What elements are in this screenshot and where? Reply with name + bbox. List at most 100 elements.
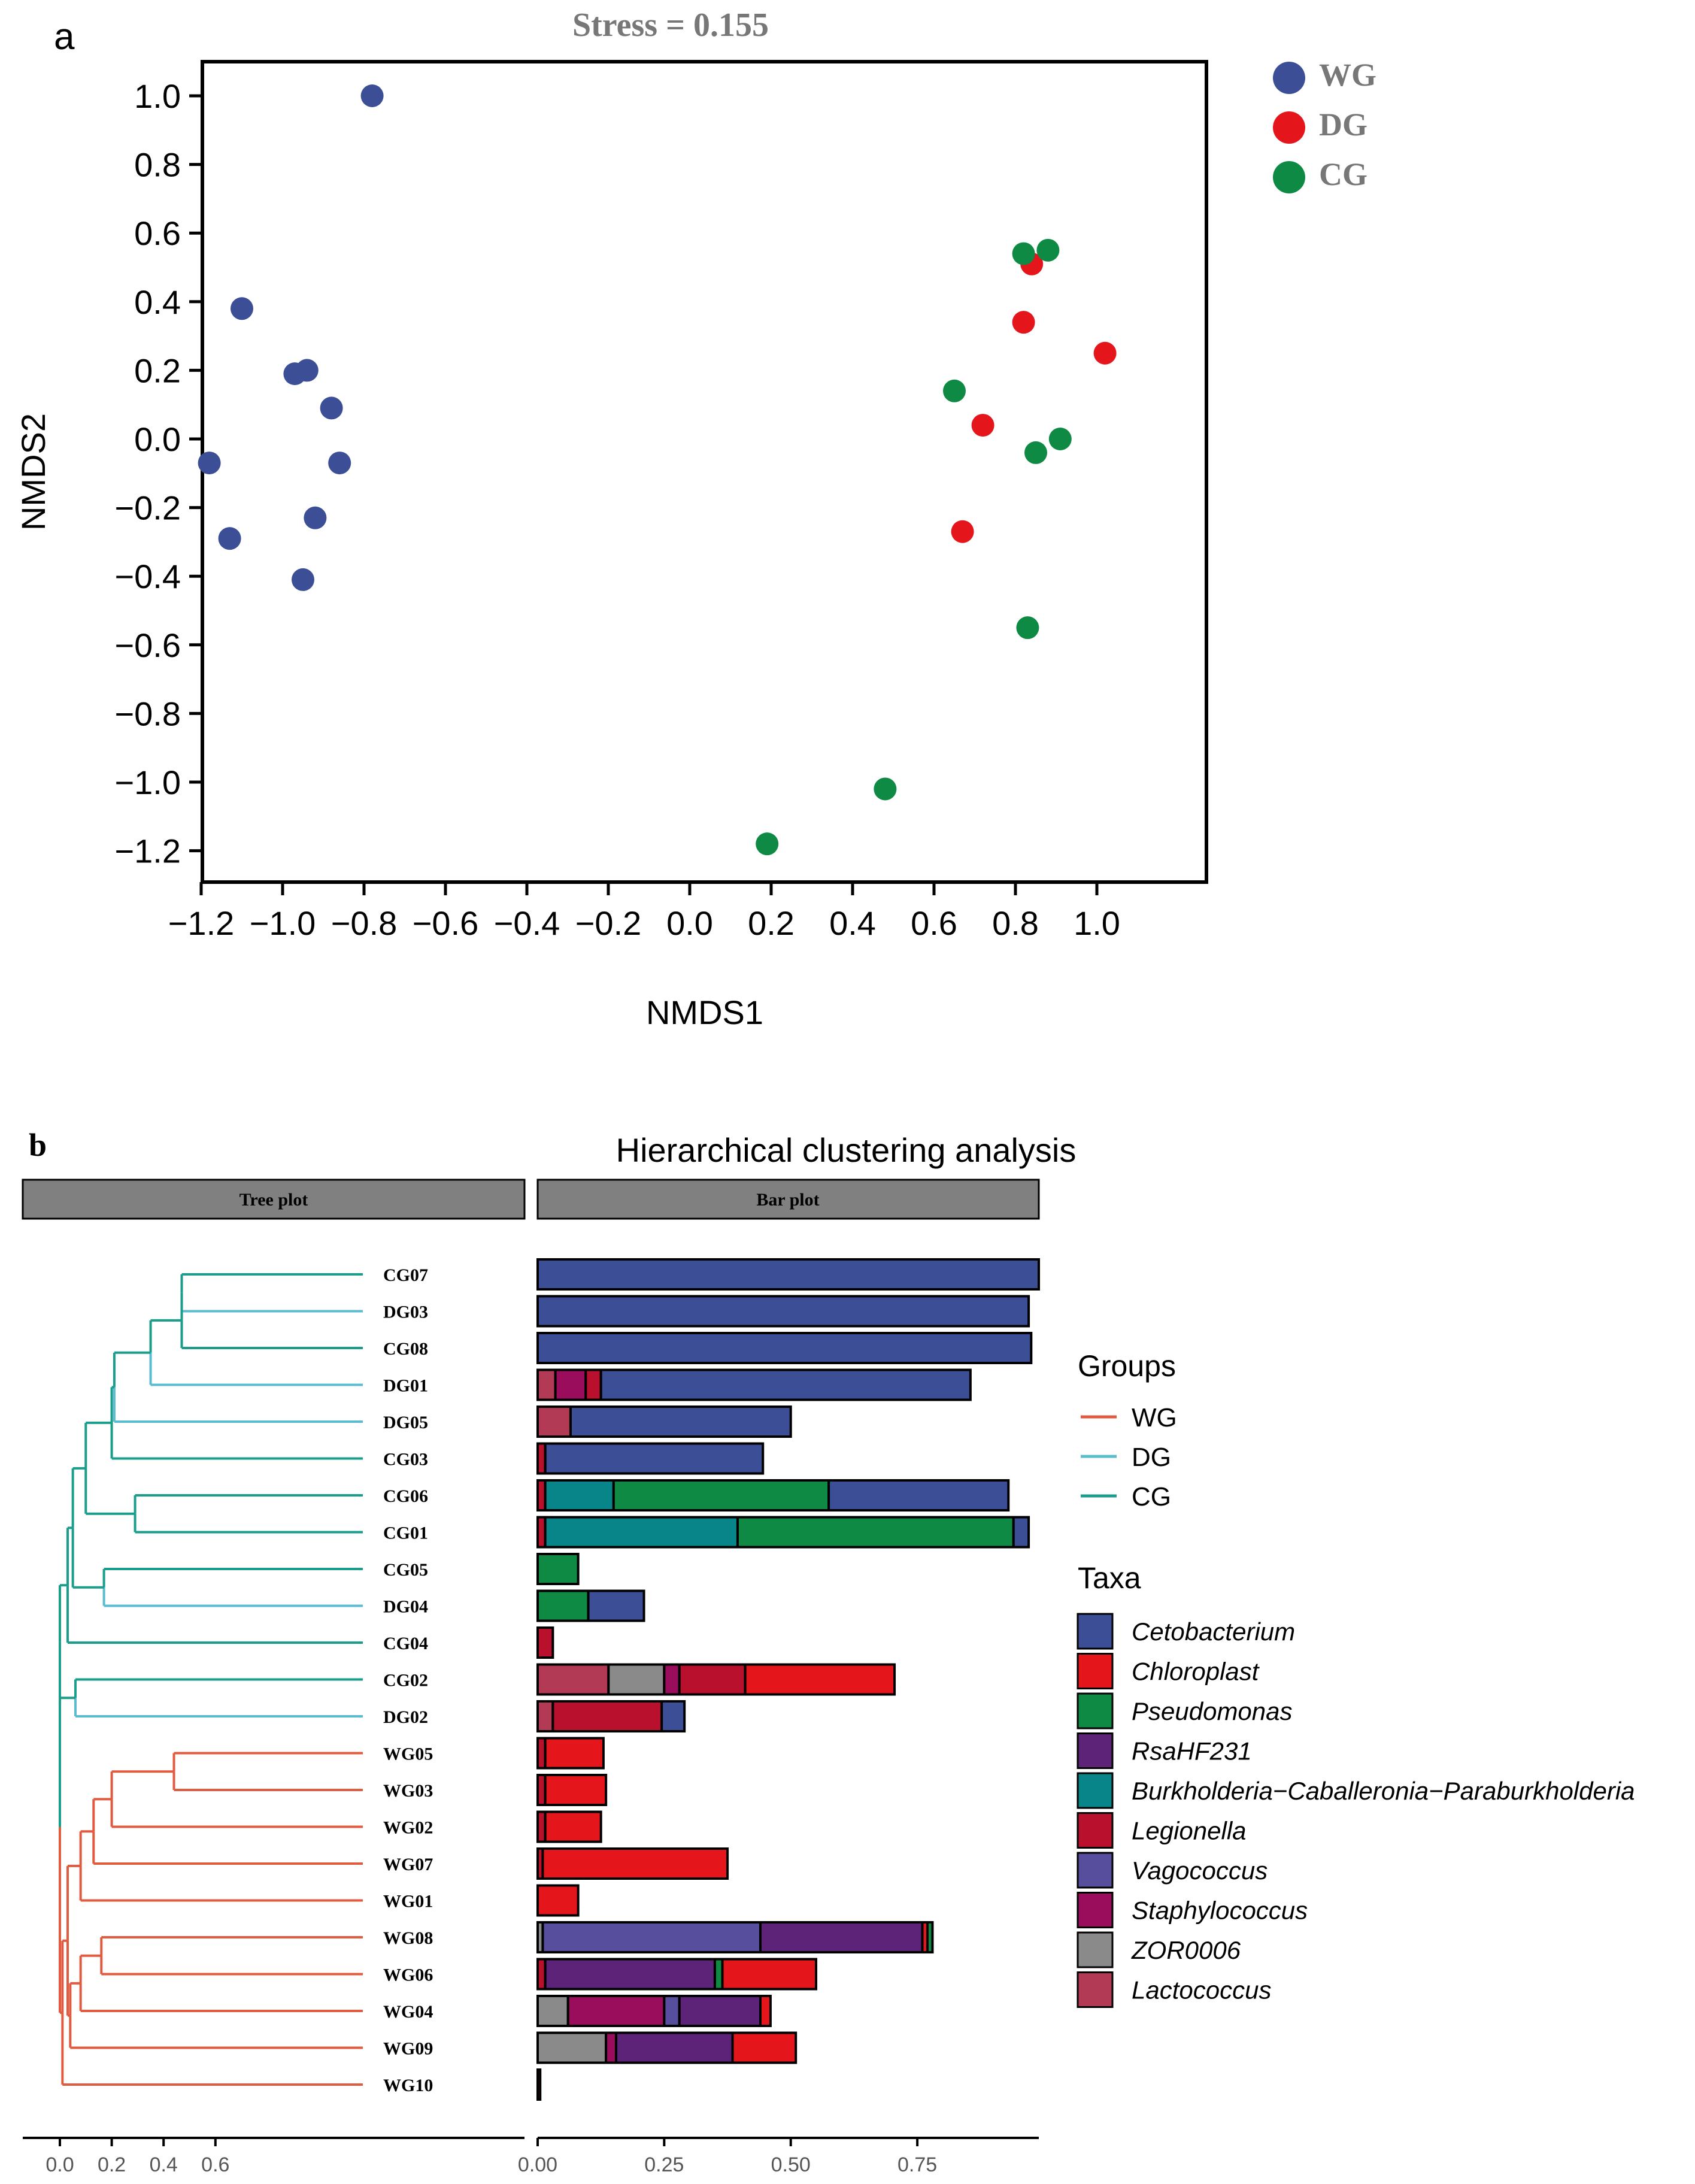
taxa-label-staphylococcus: Staphylococcus [1132,1897,1308,1925]
bar-segment-chloroplast [744,1663,896,1696]
bar-cg04 [536,1626,554,1659]
bar-cg02 [536,1663,896,1696]
bar-cg06 [536,1479,1010,1511]
y-tick-label: −1.0 [114,764,181,801]
groups-legend-label-wg: WG [1132,1403,1177,1432]
point-wg [304,506,327,529]
bar-segment-pseudomonas [926,1921,934,1953]
sample-label-wg03: WG03 [383,1781,433,1801]
bar-segment-zor0006 [536,2031,608,2064]
panel-a-label: a [54,16,75,57]
bar-wg04 [536,1995,772,2027]
bar-segment-cetobacterium [660,1700,686,1732]
plot-frame [201,60,1208,884]
sample-label-wg01: WG01 [383,1892,433,1912]
y-tick-label: −0.2 [114,489,181,527]
bar-segment-zor0006 [536,1995,569,2027]
stress-title: Stress = 0.155 [572,7,769,44]
bar-dg03 [536,1295,1030,1328]
panel-b-title: Hierarchical clustering analysis [616,1131,1077,1169]
bar-segment-burkholderia-caballeronia-paraburkholderia [544,1479,615,1511]
x-axis-title: NMDS1 [646,993,763,1031]
bar-segment-pseudomonas [536,1553,580,1585]
tree-axis-label: 0.4 [150,2153,178,2176]
tree-axis-label: 0.0 [46,2153,74,2176]
point-cg [1024,441,1047,464]
bar-cg03 [536,1442,765,1475]
scatter-points [198,84,1117,856]
bar-segment-legionella [536,2068,542,2101]
bar-segment-lactococcus [536,1405,572,1438]
bar-segment-rsahf231 [678,1995,762,2027]
y-tick-label: 0.6 [134,214,181,252]
bar-wg09 [536,2031,798,2064]
x-tick-label: 0.8 [992,904,1039,942]
sample-label-dg04: DG04 [383,1597,428,1617]
sample-labels: CG07 DG03 CG08 DG01 DG05 CG03 CG06 CG01 CG05 DG04… [383,1265,433,2095]
bar-dg01 [536,1368,972,1401]
sample-label-wg04: WG04 [383,2002,433,2022]
bar-segment-chloroplast [541,1847,729,1880]
x-tick-label: 0.6 [911,904,957,942]
sample-label-cg02: CG02 [383,1671,428,1691]
x-axis: −1.2 −1.0 −0.8 −0.6 −0.4 −0.2 0.0 0.2 0.4 0.6 0.8 1… [168,882,1120,942]
bar-segment-cetobacterium [827,1479,1010,1511]
groups-legend-label-cg: CG [1132,1482,1171,1511]
point-wg [198,452,221,475]
bar-segment-lactococcus [536,1663,610,1696]
groups-legend: Groups WG DG CG [1078,1349,1177,1511]
bar-segment-staphylococcus [605,2031,618,2064]
y-tick-label: 1.0 [134,77,181,115]
sample-label-wg08: WG08 [383,1928,433,1948]
x-tick-label: 0.4 [829,904,876,942]
taxa-swatch-burkholderia-caballeronia-paraburkholderia [1077,1772,1114,1809]
taxa-legend-title: Taxa [1078,1561,1141,1595]
y-tick-label: −1.2 [114,832,181,870]
bar-segment-cetobacterium [544,1442,765,1475]
bar-segment-vagococcus [663,1995,681,2027]
point-wg [320,396,343,420]
point-dg [1012,311,1035,334]
bar-segment-vagococcus [541,1921,762,1953]
sample-label-cg01: CG01 [383,1523,428,1543]
x-tick-label: −0.4 [494,904,560,942]
sample-label-cg08: CG08 [383,1339,428,1359]
taxa-label-pseudomonas: Pseudomonas [1132,1697,1293,1725]
taxa-label-chloroplast: Chloroplast [1132,1658,1260,1686]
bar-wg06 [536,1958,818,1991]
bar-dg02 [536,1700,686,1732]
sample-label-cg04: CG04 [383,1634,428,1653]
legend-label-cg: CG [1319,156,1367,192]
sample-label-dg02: DG02 [383,1707,428,1727]
legend-label-dg: DG [1319,107,1367,143]
tree-plot-header-label: Tree plot [239,1190,308,1210]
y-tick-label: −0.6 [114,626,181,664]
bar-segment-legionella [678,1663,747,1696]
panel-b-axes: 0.0 0.2 0.4 0.6 0.00 0.25 0.50 0.75 [23,2137,1039,2176]
taxa-label-cetobacterium: Cetobacterium [1132,1617,1295,1646]
point-cg [1012,242,1035,265]
point-dg [971,414,994,437]
sample-label-cg05: CG05 [383,1560,428,1580]
bar-wg02 [536,1810,602,1843]
taxa-swatch-vagococcus [1077,1852,1114,1889]
y-tick-label: 0.0 [134,420,181,458]
legend-marker-dg [1273,111,1305,144]
bar-segment-zor0006 [607,1663,666,1696]
stacked-bars [536,1258,1040,2101]
bar-segment-chloroplast [544,1737,605,1770]
bar-segment-cetobacterium [569,1405,792,1438]
x-tick-label: −1.0 [250,904,316,942]
point-wg [231,297,253,320]
legend-label-wg: WG [1319,57,1376,93]
sample-label-dg03: DG03 [383,1302,428,1322]
point-wg [218,527,241,550]
bar-wg08 [536,1921,934,1953]
taxa-swatch-pseudomonas [1077,1692,1114,1729]
sample-label-cg07: CG07 [383,1265,428,1285]
taxa-swatch-staphylococcus [1077,1892,1114,1928]
point-dg [1093,341,1117,365]
bar-dg05 [536,1405,792,1438]
bar-segment-cetobacterium [536,1295,1030,1328]
